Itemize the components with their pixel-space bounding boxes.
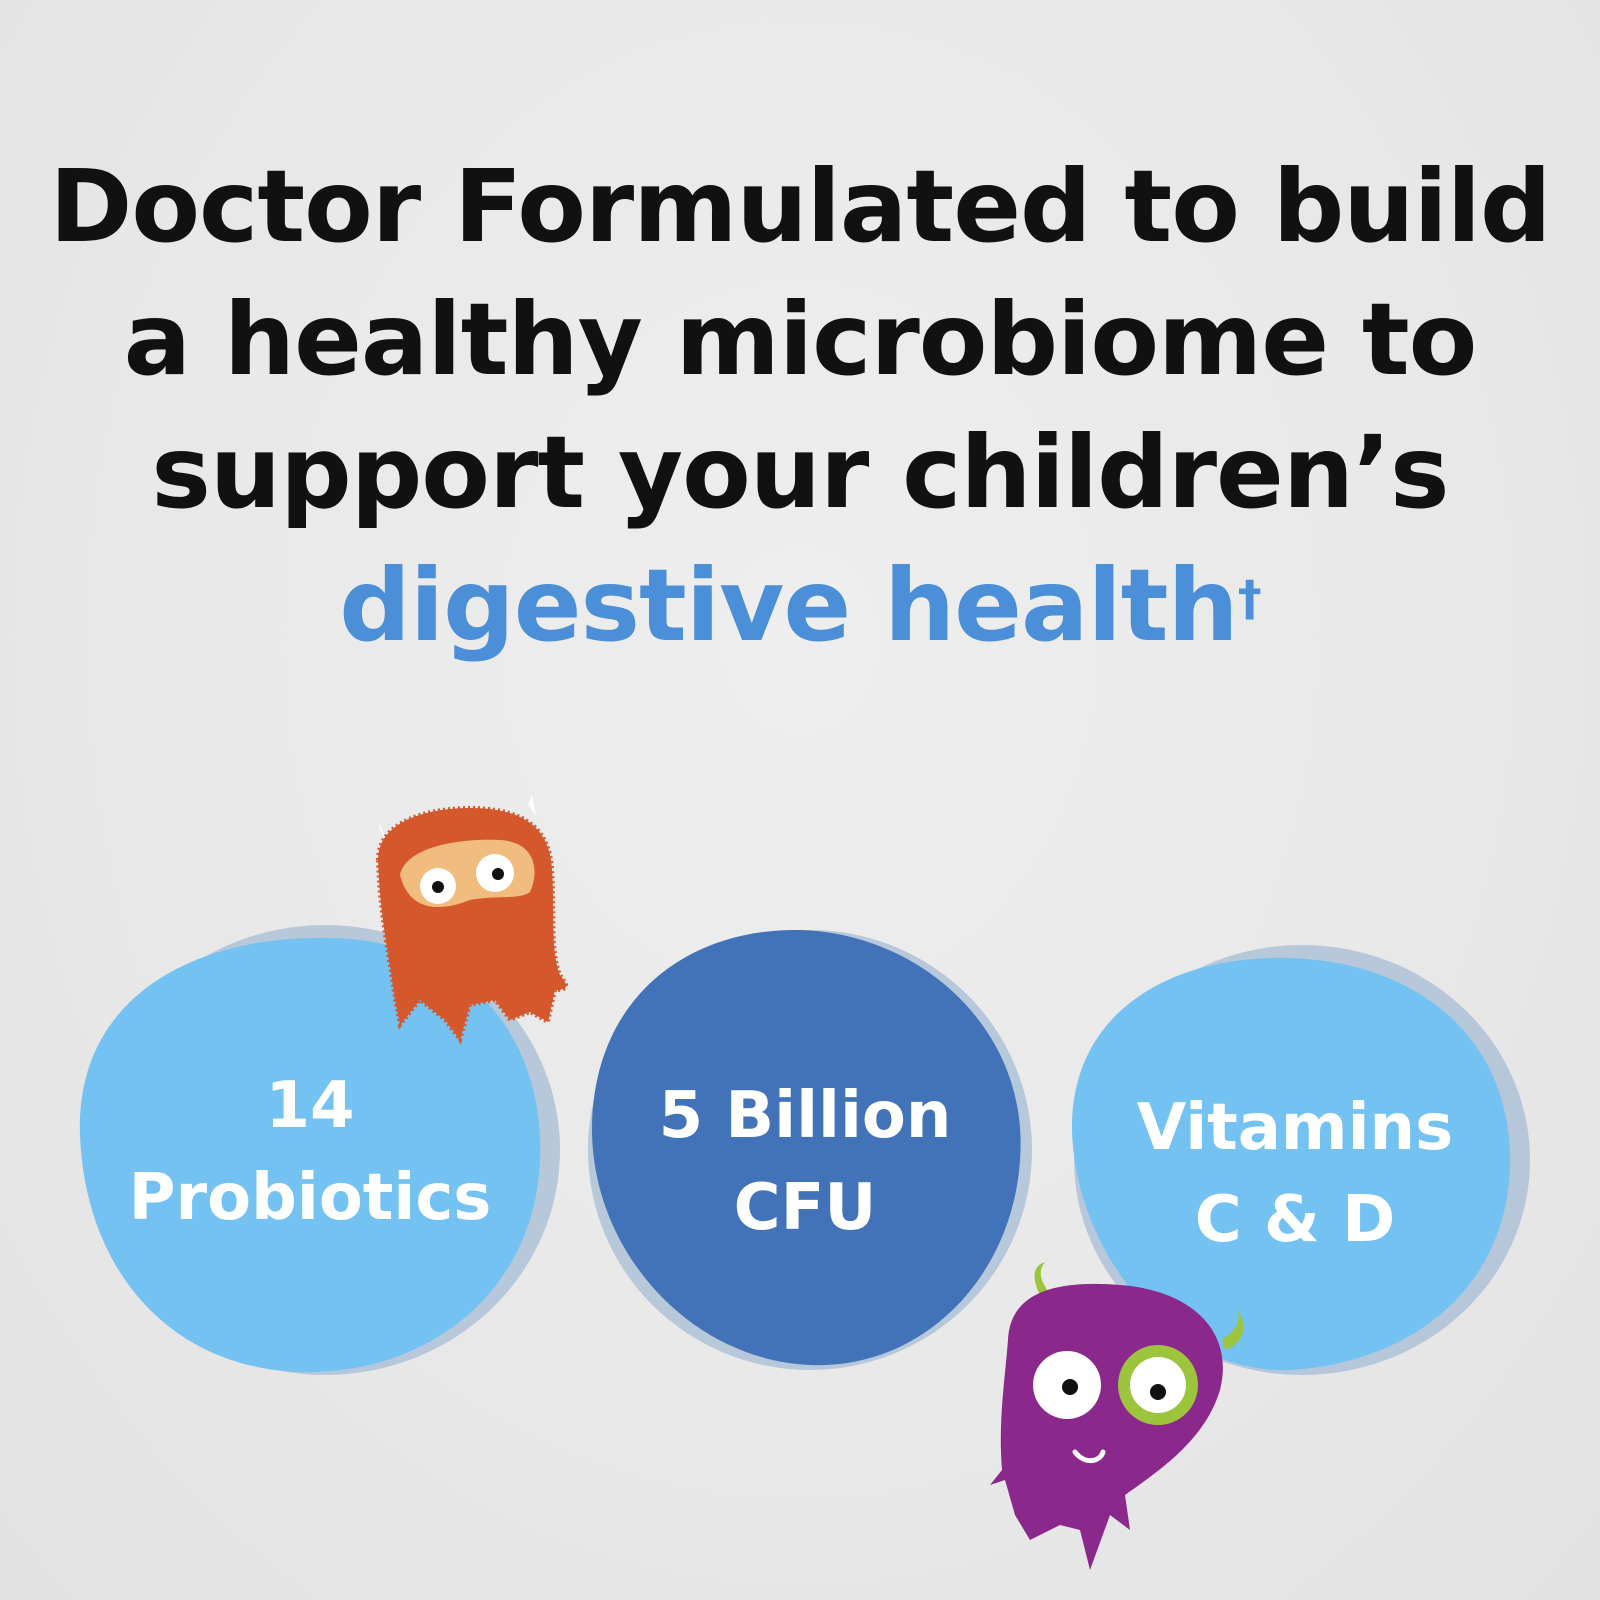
badge-vitamins-label: Vitamins C & D [1090, 1082, 1500, 1266]
headline-line-2: a healthy microbiome to [123, 281, 1478, 398]
headline-accent: digestive health† [0, 539, 1600, 672]
badge-cfu-text: CFU [733, 1171, 877, 1245]
badge-probiotics [79, 937, 541, 1373]
purple-monster-icon [990, 1262, 1244, 1570]
badge-probiotics-text: Probiotics [128, 1161, 492, 1235]
headline: Doctor Formulated to build a healthy mic… [0, 140, 1600, 672]
badge-cfu [591, 929, 1021, 1366]
badge-vitamins [1071, 957, 1510, 1371]
orange-monster-icon [375, 795, 569, 1045]
badge-vitamins-title: Vitamins [1136, 1091, 1454, 1165]
badge-probiotics-count: 14 [265, 1069, 355, 1143]
badge-cfu-count: 5 Billion [658, 1079, 952, 1153]
badge-vitamins-text: C & D [1194, 1183, 1396, 1257]
headline-line-1: Doctor Formulated to build [49, 148, 1551, 265]
dagger-mark: † [1237, 571, 1262, 627]
headline-line-3: support your children’s [151, 414, 1449, 531]
badge-probiotics-label: 14 Probiotics [100, 1060, 520, 1244]
badge-cfu-label: 5 Billion CFU [600, 1070, 1010, 1254]
headline-accent-text: digestive health [339, 547, 1238, 664]
